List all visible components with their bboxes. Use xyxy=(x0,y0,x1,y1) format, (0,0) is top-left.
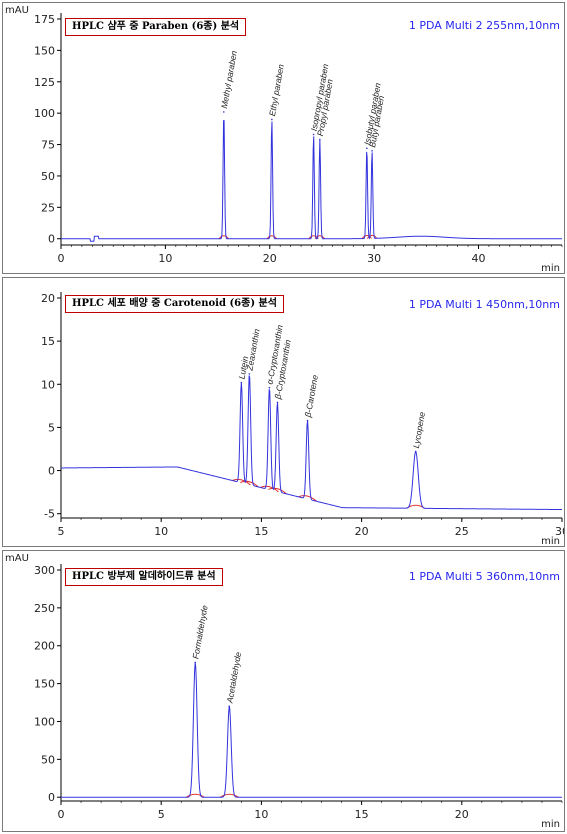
y-tick-label: 300 xyxy=(34,564,55,577)
chromatogram-trace xyxy=(61,120,562,242)
x-tick-label: 0 xyxy=(58,808,65,821)
y-tick-label: 175 xyxy=(34,13,55,26)
x-tick-label: 30 xyxy=(367,252,381,265)
x-tick-label: 30 xyxy=(555,525,564,538)
y-tick-label: 20 xyxy=(41,292,55,305)
peak-label: Ethyl paraben xyxy=(267,63,286,117)
y-unit-label: mAU xyxy=(5,5,29,16)
y-tick-label: 0 xyxy=(48,233,55,246)
chromatogram-plot-carotenoid: -5 0 5 10 15 20 5 10 15 20 25 30min 1 PDA Multi 1 45… xyxy=(41,292,564,546)
x-tick-label: 40 xyxy=(472,252,486,265)
peak-label: β-Carotene xyxy=(302,374,319,419)
peak-integration-marks xyxy=(185,793,239,798)
chromatogram-panel-aldehyde: 0 50 100 150 200 250 300 0 5 10 15 20 mAU min 1 PDA Mu… xyxy=(2,550,565,832)
peak-point xyxy=(312,133,315,136)
x-tick-label: 10 xyxy=(154,525,168,538)
y-tick-label: 250 xyxy=(34,602,55,615)
peak-point xyxy=(366,147,368,150)
peak-point xyxy=(194,661,197,664)
y-tick-label: 75 xyxy=(41,139,55,152)
peak-point xyxy=(414,450,417,453)
y-tick-label: 150 xyxy=(34,44,55,57)
chart-title: HPLC 세포 배양 중 Carotenoid (6종) 분석 xyxy=(65,295,284,313)
y-tick-label: 15 xyxy=(41,335,55,348)
y-tick-label: 0 xyxy=(48,791,55,804)
peak-point xyxy=(240,381,243,384)
chromatogram-plot-aldehyde: 0 50 100 150 200 250 300 0 5 10 15 20 mAU min 1 PDA Mu… xyxy=(5,553,563,830)
y-tick-label: 50 xyxy=(41,170,55,183)
x-tick-label: 15 xyxy=(355,808,369,821)
peak-label: Zeaxanthin xyxy=(244,328,261,372)
peak-point xyxy=(223,111,225,113)
y-tick-label: 100 xyxy=(34,715,55,728)
y-unit-label: mAU xyxy=(5,553,29,564)
detector-label: 1 PDA Multi 1 450nm,10nm xyxy=(409,298,560,311)
peak-label: Lycopene xyxy=(411,411,427,449)
x-tick-label: 10 xyxy=(254,808,268,821)
peak-label: Acetaldehyde xyxy=(224,651,243,705)
chart-title: HPLC 샴푸 중 Paraben (6종) 분석 xyxy=(65,18,247,36)
x-tick-label: 20 xyxy=(455,808,469,821)
y-tick-label: 50 xyxy=(41,753,55,766)
y-tick-label: 0 xyxy=(48,465,55,478)
x-tick-label: 20 xyxy=(263,252,277,265)
x-unit-label: min xyxy=(541,536,560,546)
x-tick-label: 25 xyxy=(455,525,469,538)
chromatogram-panel-paraben: 0 25 50 75 100 125 150 175 0 10 20 30 40 mAU min 1 PDA … xyxy=(2,2,565,274)
peak-label: Methyl paraben xyxy=(219,50,239,110)
x-tick-label: 10 xyxy=(158,252,172,265)
y-tick-label: 125 xyxy=(34,76,55,89)
peak-label: Formaldehyde xyxy=(190,604,209,660)
chart-title: HPLC 방부제 알데하이드류 분석 xyxy=(65,568,223,586)
peak-point xyxy=(276,401,279,404)
peak-point xyxy=(319,138,321,141)
y-tick-label: 100 xyxy=(34,107,55,120)
detector-label: 1 PDA Multi 5 360nm,10nm xyxy=(409,570,560,583)
y-tick-label: 25 xyxy=(41,201,55,214)
y-tick-label: 150 xyxy=(34,678,55,691)
x-tick-label: 5 xyxy=(158,808,165,821)
x-tick-label: 5 xyxy=(58,525,65,538)
chromatogram-trace xyxy=(61,375,563,511)
y-tick-label: 10 xyxy=(41,378,55,391)
peak-point xyxy=(306,419,309,422)
peak-integration-marks xyxy=(218,234,378,240)
y-tick-label: 5 xyxy=(48,421,55,434)
peak-point xyxy=(271,118,273,121)
chromatogram-plot-paraben: 0 25 50 75 100 125 150 175 0 10 20 30 40 mAU min 1 PDA … xyxy=(5,5,563,273)
x-tick-label: 0 xyxy=(58,252,65,265)
x-unit-label: min xyxy=(541,263,560,273)
peak-integration-marks xyxy=(232,478,426,509)
y-tick-label: -5 xyxy=(44,508,55,521)
peak-point xyxy=(228,705,231,708)
peak-point xyxy=(268,386,271,389)
peak-point xyxy=(371,150,373,152)
y-tick-label: 200 xyxy=(34,640,55,653)
x-tick-label: 20 xyxy=(355,525,369,538)
peak-label: Lutein xyxy=(236,355,250,380)
x-unit-label: min xyxy=(541,819,560,830)
chromatogram-trace xyxy=(61,662,562,798)
x-tick-label: 15 xyxy=(254,525,268,538)
peak-point xyxy=(248,373,251,375)
chromatogram-panel-carotenoid: -5 0 5 10 15 20 5 10 15 20 25 30min 1 PDA Multi 1 45… xyxy=(2,277,565,547)
detector-label: 1 PDA Multi 2 255nm,10nm xyxy=(409,19,560,32)
